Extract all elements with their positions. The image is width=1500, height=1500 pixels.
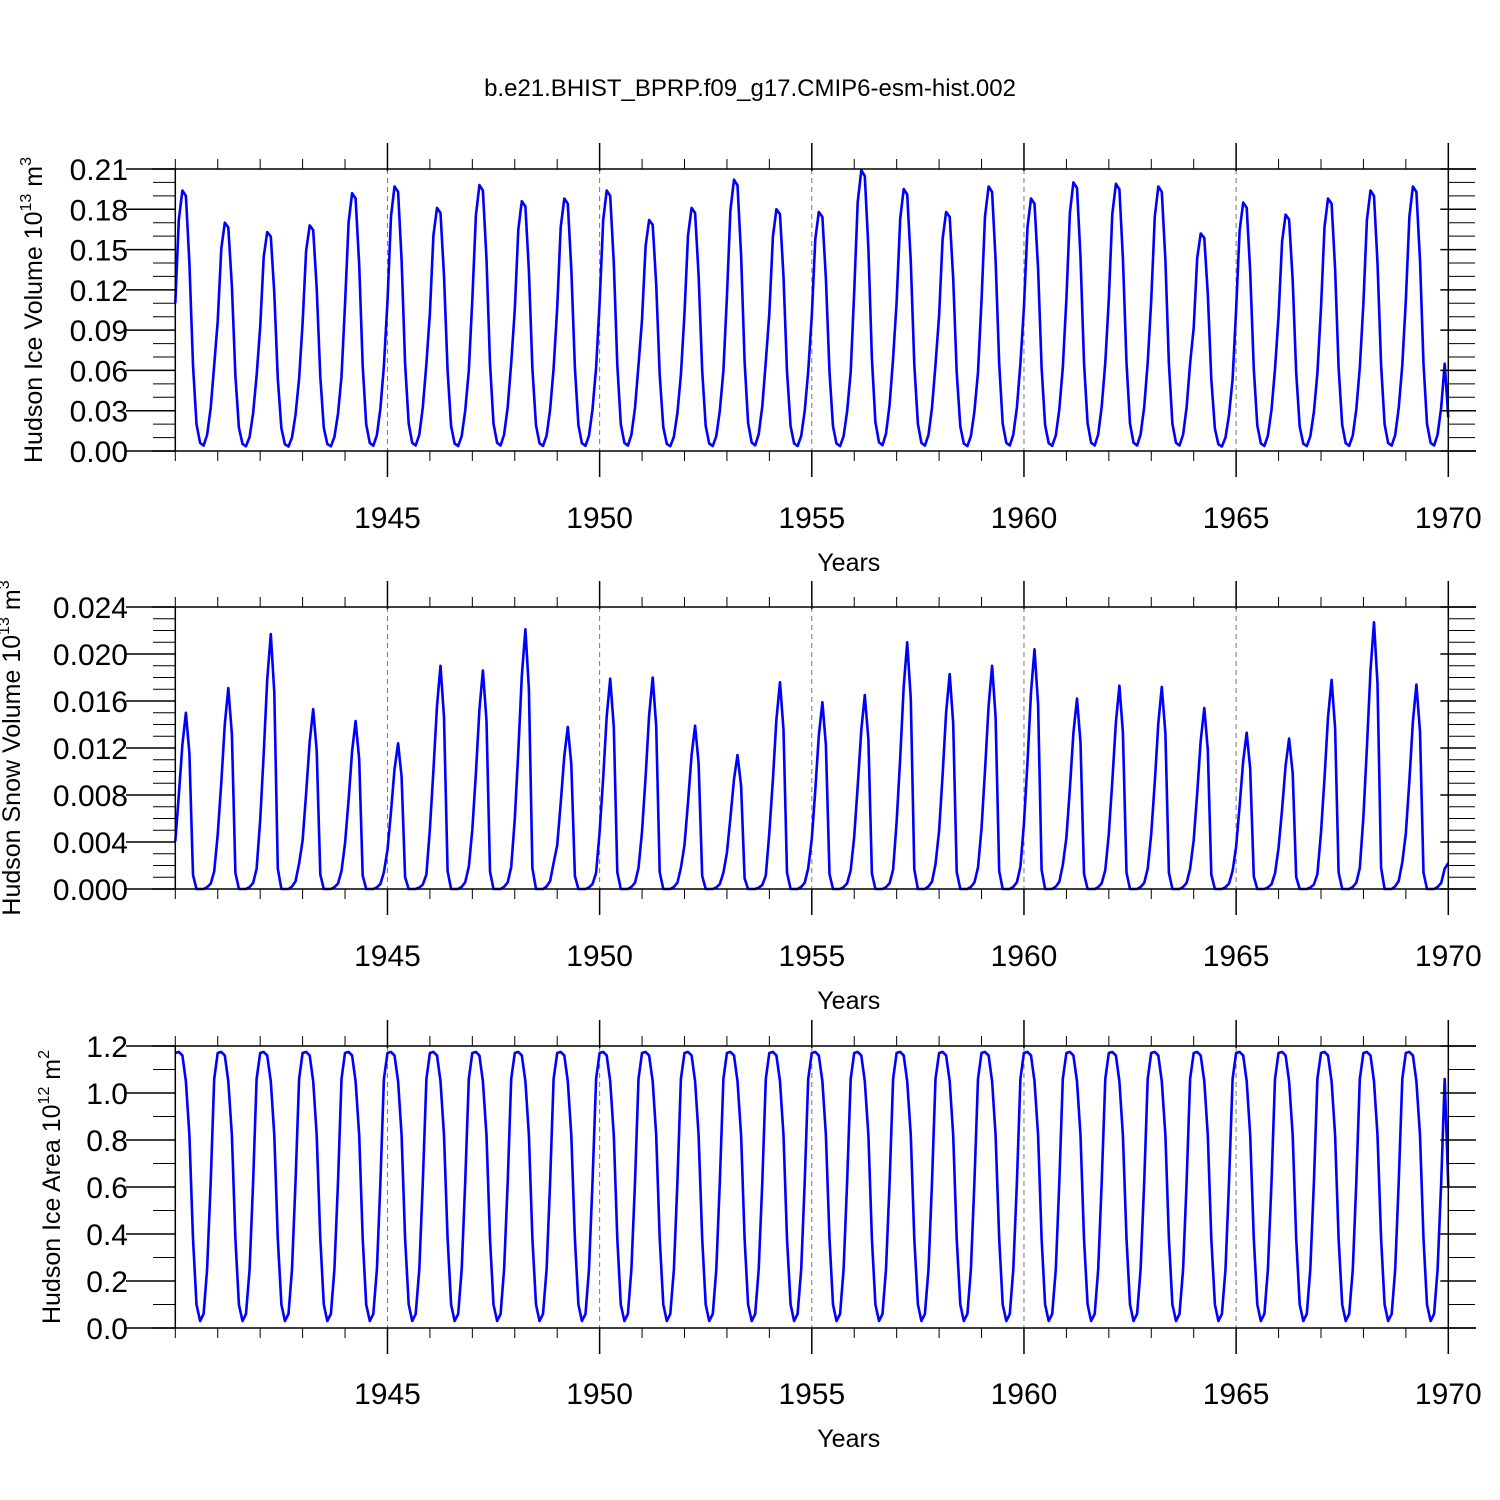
y-tick-label: 0.21 bbox=[70, 154, 128, 187]
x-axis-label: Years bbox=[817, 987, 880, 1015]
y-tick-label: 0.012 bbox=[53, 733, 128, 766]
y-axis-label: Hudson Ice Area 1012 m2 bbox=[36, 1050, 66, 1324]
chart-panel-3: 0.0 0.2 0.4 0.6 0.8 1.0 1.2 1945 1950 1955 1960 196… bbox=[36, 1020, 1482, 1453]
y-axis-label-superscript: 13 bbox=[18, 194, 35, 212]
x-tick-label: 1955 bbox=[778, 1378, 845, 1411]
x-tick-label: 1960 bbox=[991, 1378, 1058, 1411]
y-tick-label: 0.06 bbox=[70, 355, 128, 388]
y-axis-label-superscript: 2 bbox=[36, 1050, 53, 1059]
y-tick-label: 0.00 bbox=[70, 436, 128, 469]
y-tick-label: 1.2 bbox=[86, 1031, 128, 1064]
y-tick-label: 0.4 bbox=[86, 1219, 128, 1252]
x-tick-label: 1945 bbox=[354, 1378, 421, 1411]
x-tick-label: 1950 bbox=[566, 1378, 633, 1411]
x-tick-label: 1970 bbox=[1415, 940, 1482, 973]
x-axis-label: Years bbox=[817, 549, 880, 577]
y-axis-label-text: Hudson Snow Volume 10 bbox=[0, 635, 26, 916]
x-tick-label: 1960 bbox=[991, 940, 1058, 973]
y-axis-label-text: Hudson Ice Area 10 bbox=[38, 1104, 66, 1324]
y-axis-label: Hudson Snow Volume 1013 m3 bbox=[0, 580, 26, 915]
y-tick-label: 0.8 bbox=[86, 1125, 128, 1158]
x-tick-label: 1965 bbox=[1203, 1378, 1270, 1411]
data-series-line bbox=[174, 1050, 1450, 1323]
y-tick-label: 0.016 bbox=[53, 686, 128, 719]
chart-panel-2: 0.000 0.004 0.008 0.012 0.016 0.020 0.024 1945 1… bbox=[0, 580, 1482, 1015]
y-axis-label-superscript: 13 bbox=[0, 617, 13, 635]
y-tick-label: 0.15 bbox=[70, 235, 128, 268]
x-tick-label: 1955 bbox=[778, 502, 845, 535]
y-tick-label: 0.024 bbox=[53, 592, 128, 625]
chart-panel-1: 0.00 0.03 0.06 0.09 0.12 0.15 0.18 0.21 1945 1950… bbox=[18, 143, 1482, 577]
y-tick-label: 0.008 bbox=[53, 780, 128, 813]
x-tick-label: 1945 bbox=[354, 502, 421, 535]
x-tick-label: 1950 bbox=[566, 940, 633, 973]
figure-title: b.e21.BHIST_BPRP.f09_g17.CMIP6-esm-hist.… bbox=[484, 75, 1016, 102]
x-tick-label: 1945 bbox=[354, 940, 421, 973]
x-tick-label: 1970 bbox=[1415, 502, 1482, 535]
y-axis-label-superscript: 3 bbox=[18, 157, 35, 166]
y-tick-label: 0.18 bbox=[70, 194, 128, 227]
y-axis-label: Hudson Ice Volume 1013 m3 bbox=[18, 157, 48, 463]
y-tick-label: 0.03 bbox=[70, 396, 128, 429]
y-axis-label-superscript: 3 bbox=[0, 580, 13, 589]
y-axis-label-text: Hudson Ice Volume 10 bbox=[20, 211, 48, 463]
y-tick-label: 0.2 bbox=[86, 1266, 128, 1299]
y-axis-label-superscript: 12 bbox=[36, 1087, 53, 1105]
y-tick-label: 0.000 bbox=[53, 874, 128, 907]
data-series-line bbox=[174, 169, 1450, 448]
x-tick-label: 1965 bbox=[1203, 940, 1270, 973]
y-tick-label: 0.6 bbox=[86, 1172, 128, 1205]
x-tick-label: 1970 bbox=[1415, 1378, 1482, 1411]
y-tick-label: 0.12 bbox=[70, 275, 128, 308]
y-axis-label-text: m bbox=[0, 589, 26, 617]
y-tick-label: 0.09 bbox=[70, 315, 128, 348]
y-tick-label: 0.0 bbox=[86, 1313, 128, 1346]
y-axis-label-text: m bbox=[38, 1059, 66, 1087]
x-tick-label: 1950 bbox=[566, 502, 633, 535]
data-series-line bbox=[174, 620, 1450, 891]
x-tick-label: 1960 bbox=[991, 502, 1058, 535]
y-tick-label: 1.0 bbox=[86, 1078, 128, 1111]
y-tick-label: 0.004 bbox=[53, 827, 128, 860]
x-axis-label: Years bbox=[817, 1425, 880, 1453]
y-axis-label-text: m bbox=[20, 166, 48, 194]
x-tick-label: 1965 bbox=[1203, 502, 1270, 535]
y-tick-label: 0.020 bbox=[53, 639, 128, 672]
x-tick-label: 1955 bbox=[778, 940, 845, 973]
